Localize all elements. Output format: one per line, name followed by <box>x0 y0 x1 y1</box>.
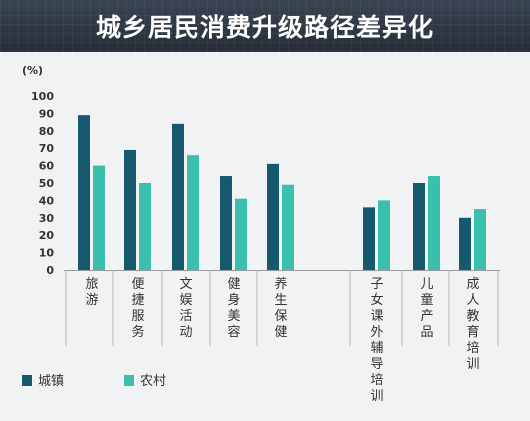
bar-rural <box>235 198 247 270</box>
y-tick-label: 70 <box>39 142 55 155</box>
x-category-label: 服 <box>131 309 144 324</box>
x-category-label: 女 <box>370 292 383 308</box>
x-category-label: 旅 <box>85 277 98 292</box>
x-category-label: 娱 <box>179 293 192 308</box>
y-tick-label: 50 <box>39 177 55 190</box>
chart-title: 城乡居民消费升级路径差异化 <box>95 13 434 42</box>
y-tick-label: 30 <box>39 212 55 225</box>
x-category-label: 保 <box>274 309 287 324</box>
x-category-label: 成 <box>466 277 479 292</box>
y-tick-label: 60 <box>39 160 55 173</box>
x-category-label: 产 <box>420 309 433 324</box>
bar-rural <box>187 155 199 270</box>
bar-rural <box>428 176 440 270</box>
x-category-label: 捷 <box>131 293 144 308</box>
x-category-label: 训 <box>466 357 479 372</box>
bar-rural <box>474 209 486 270</box>
bar-rural <box>282 184 294 270</box>
x-category-label: 儿 <box>420 277 433 292</box>
x-category-label: 子 <box>370 277 383 292</box>
x-category-label: 训 <box>370 389 383 404</box>
y-tick-label: 20 <box>39 229 55 242</box>
x-category-label: 培 <box>370 372 383 388</box>
bar-urban <box>124 149 136 270</box>
bar-urban <box>172 123 184 270</box>
legend-label: 城镇 <box>38 374 64 389</box>
bar-urban <box>78 115 90 270</box>
x-category-label: 养 <box>274 276 287 292</box>
x-category-label: 容 <box>227 324 240 340</box>
x-category-label: 外 <box>370 325 383 340</box>
x-category-label: 文 <box>179 277 192 292</box>
y-tick-label: 10 <box>39 247 55 260</box>
y-tick-label: 80 <box>39 125 55 138</box>
bar-rural <box>139 183 151 270</box>
bar-urban <box>220 176 232 270</box>
x-category-label: 美 <box>227 309 240 324</box>
bar-rural <box>378 200 390 270</box>
x-category-label: 培 <box>466 340 479 356</box>
x-category-label: 童 <box>420 292 433 308</box>
y-tick-label: 40 <box>39 194 55 207</box>
legend-swatch <box>124 375 134 386</box>
bar-chart: (%)0102030405060708090100旅游便捷服务文娱活动健身美容养… <box>22 64 500 404</box>
y-axis-unit-label: (%) <box>22 64 43 77</box>
x-category-label: 务 <box>131 324 144 340</box>
x-category-label: 辅 <box>370 341 383 356</box>
x-category-label: 健 <box>227 277 240 292</box>
legend-swatch <box>22 375 32 386</box>
bar-urban <box>363 207 375 270</box>
x-category-label: 身 <box>227 292 240 308</box>
bar-urban <box>413 183 425 270</box>
x-category-label: 导 <box>370 357 383 372</box>
x-category-label: 教 <box>466 308 479 324</box>
bar-urban <box>267 163 279 270</box>
x-category-label: 健 <box>274 325 287 340</box>
y-tick-label: 0 <box>46 264 54 277</box>
x-category-label: 活 <box>179 309 192 324</box>
x-category-label: 人 <box>466 293 479 308</box>
x-category-label: 游 <box>85 293 98 308</box>
x-category-label: 动 <box>179 325 192 340</box>
y-tick-label: 90 <box>39 107 55 120</box>
legend-label: 农村 <box>140 374 166 389</box>
bar-rural <box>93 165 105 270</box>
bar-urban <box>459 217 471 270</box>
x-category-label: 便 <box>131 277 144 292</box>
y-tick-label: 100 <box>31 90 54 103</box>
x-category-label: 课 <box>370 309 383 324</box>
banner-grid-pattern <box>0 0 530 52</box>
x-category-label: 生 <box>274 293 287 308</box>
title-banner: 城乡居民消费升级路径差异化 <box>0 0 530 52</box>
x-category-label: 品 <box>420 325 433 340</box>
x-category-label: 育 <box>466 324 479 340</box>
